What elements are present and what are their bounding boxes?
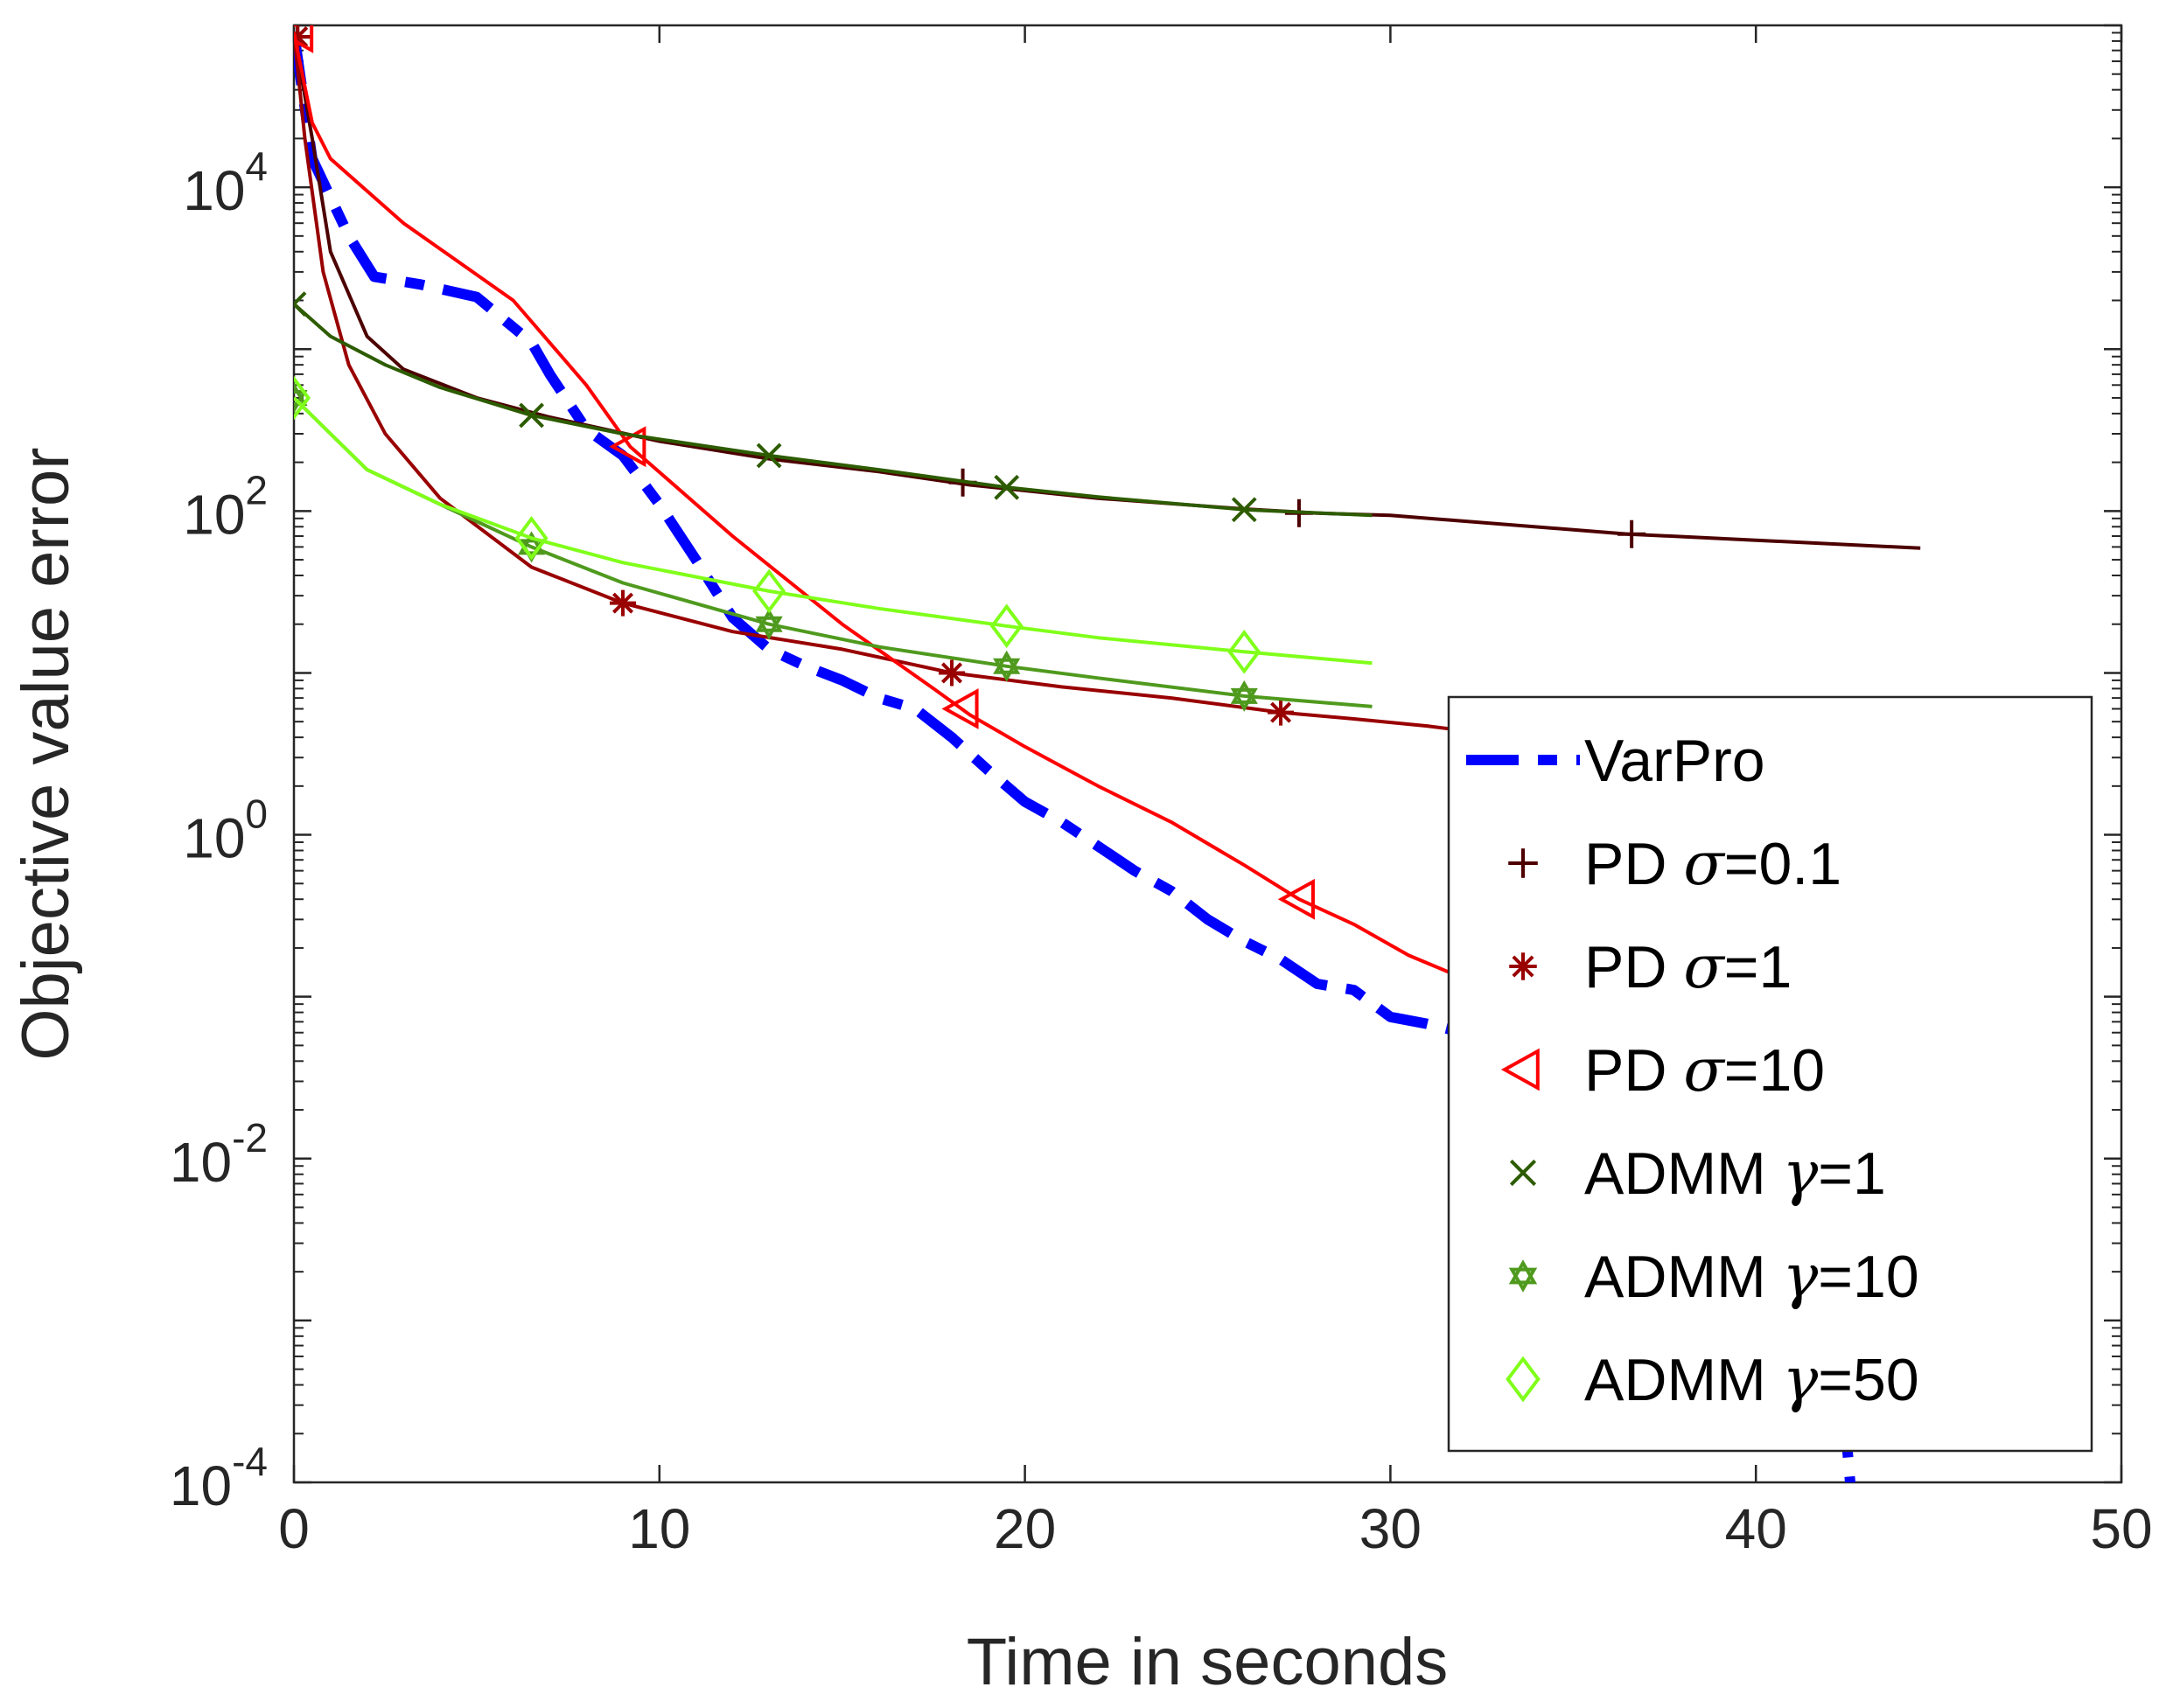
data-point-marker <box>1227 629 1261 674</box>
legend-label: PD σ=1 <box>1584 933 1792 1002</box>
legend-entry: PD σ=0.1 <box>1508 830 1841 899</box>
data-point-marker <box>1231 497 1257 523</box>
series-group <box>294 25 1921 1482</box>
data-point-marker <box>755 608 783 640</box>
series-line <box>294 396 1373 708</box>
data-point-marker <box>989 603 1024 649</box>
x-axis-title: Time in seconds <box>967 1625 1449 1699</box>
data-point-marker <box>994 474 1020 500</box>
x-tick-label: 30 <box>1359 1497 1422 1560</box>
legend: VarPro PD σ=0.1 PD σ=1 PD σ=10 ADMM γ=1 ADMM … <box>1447 695 2093 1453</box>
data-point-marker <box>294 25 314 53</box>
legend-label: ADMM γ=1 <box>1584 1140 1886 1209</box>
y-tick-label: 104 <box>183 143 268 222</box>
x-tick-label: 50 <box>2090 1497 2152 1560</box>
data-point-marker <box>1618 519 1646 548</box>
series-line <box>294 32 1476 986</box>
data-point-marker <box>993 650 1021 682</box>
series-line <box>294 396 1373 666</box>
legend-label: PD σ=10 <box>1584 1036 1825 1105</box>
data-point-marker <box>1509 952 1537 980</box>
y-tick-label: 100 <box>183 791 268 870</box>
data-point-marker <box>519 402 544 429</box>
legend-entry: PD σ=1 <box>1509 933 1792 1002</box>
data-point-marker <box>1508 1259 1538 1293</box>
y-tick-label: 102 <box>183 467 268 546</box>
legend-entry: ADMM γ=50 <box>1506 1346 1919 1415</box>
data-point-marker <box>1268 699 1295 726</box>
data-point-marker <box>514 516 548 561</box>
data-point-marker <box>941 688 979 729</box>
y-tick-label: 10-2 <box>170 1115 268 1194</box>
data-point-marker <box>1509 1159 1537 1187</box>
x-tick-label: 40 <box>1725 1497 1787 1560</box>
x-tick-label: 10 <box>628 1497 690 1560</box>
legend-entry: ADMM γ=10 <box>1508 1243 1919 1312</box>
data-point-marker <box>609 426 646 468</box>
data-point-marker <box>294 291 307 317</box>
series-line <box>294 32 1464 733</box>
data-point-marker <box>610 589 637 617</box>
legend-label: VarPro <box>1584 728 1765 794</box>
data-point-marker <box>1277 878 1315 920</box>
legend-entry: ADMM γ=1 <box>1509 1140 1886 1209</box>
x-tick-label: 20 <box>994 1497 1056 1560</box>
y-axis-title: Objective value error <box>9 447 83 1060</box>
y-tick-label: 10-4 <box>170 1439 268 1517</box>
series-line <box>294 31 1520 1055</box>
legend-label: ADMM γ=50 <box>1584 1346 1919 1415</box>
data-point-marker <box>294 375 311 421</box>
series-line <box>294 32 1921 550</box>
data-point-marker <box>752 568 786 614</box>
legend-box <box>1447 695 2093 1453</box>
data-point-marker <box>756 443 782 469</box>
legend-entry: VarPro <box>1466 728 1765 794</box>
legend-entry: PD σ=10 <box>1500 1036 1825 1105</box>
plot-frame <box>292 24 2123 1484</box>
legend-label: ADMM γ=10 <box>1584 1243 1919 1312</box>
x-tick-label: 0 <box>278 1497 310 1560</box>
series-line <box>294 303 1373 518</box>
data-point-marker <box>1230 680 1258 712</box>
axes-frame <box>292 24 2123 1484</box>
data-point-marker <box>1500 1048 1540 1091</box>
data-point-marker <box>939 659 966 687</box>
legend-label: PD σ=0.1 <box>1584 830 1841 899</box>
data-point-marker <box>1508 848 1538 878</box>
data-point-marker <box>1506 1356 1541 1403</box>
